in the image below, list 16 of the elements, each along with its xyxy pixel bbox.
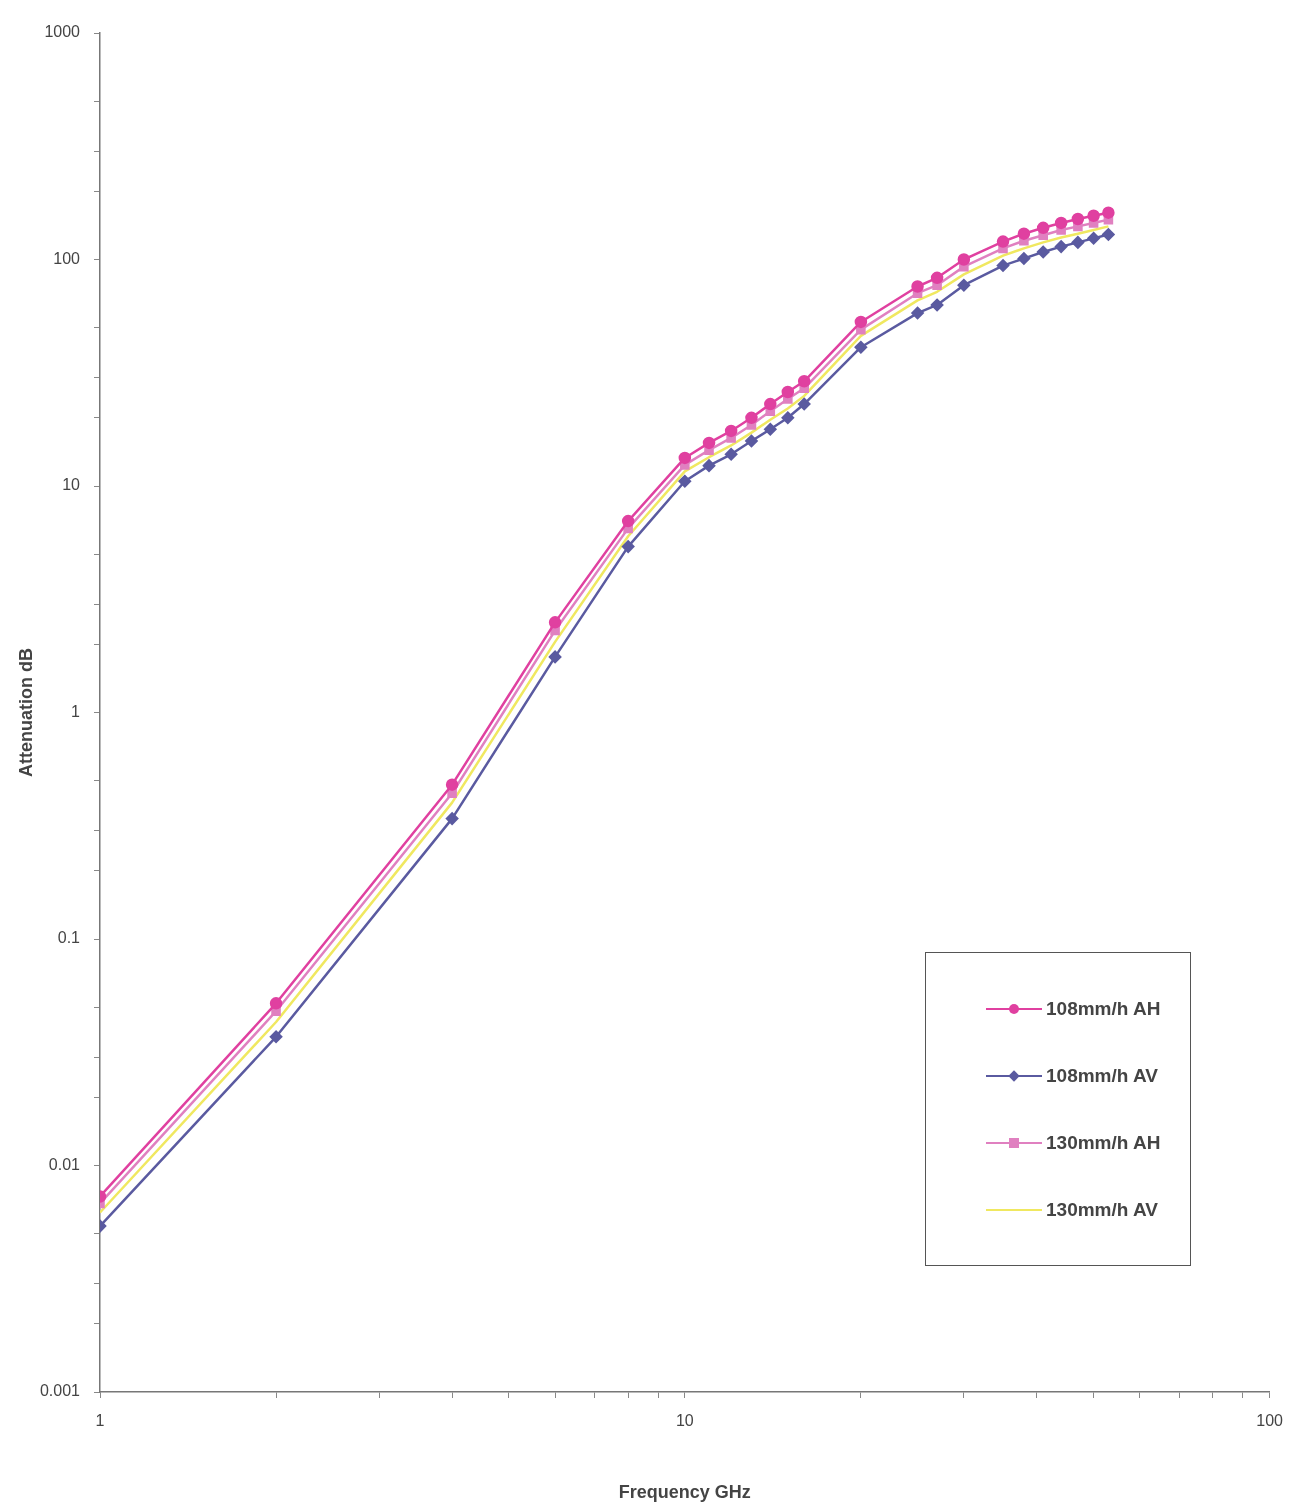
legend-label: 108mm/h AV [1046,1064,1158,1087]
y-tick-label: 100 [53,249,81,267]
legend-label: 130mm/h AV [1046,1198,1158,1221]
x-axis-title: Frequency GHz [618,1482,751,1503]
y-tick-label: 0.01 [48,1155,81,1173]
legend-label: 130mm/h AH [1046,1131,1161,1154]
y-tick-label: 1000 [44,23,81,41]
y-tick-label: 0.1 [57,929,81,947]
y-axis-title: Attenuation dB [15,648,36,777]
x-tick-label: 10 [675,1412,694,1430]
x-tick-label: 100 [1256,1412,1284,1430]
y-tick-label: 10 [62,476,81,494]
y-tick-label: 0.001 [39,1382,81,1400]
y-tick-label: 1 [71,702,81,720]
legend-label: 108mm/h AH [1046,997,1161,1020]
x-tick-label: 1 [95,1412,105,1430]
